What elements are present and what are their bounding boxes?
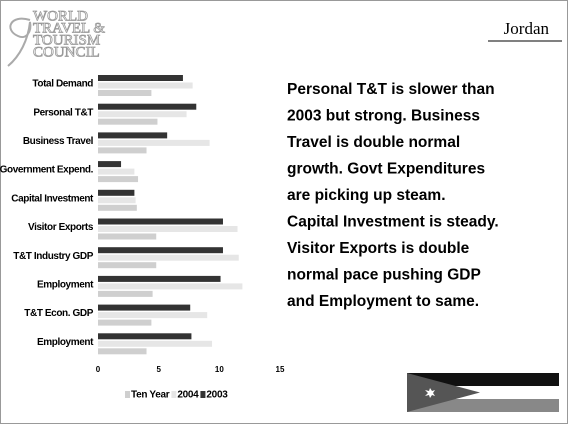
bar [98, 275, 221, 282]
body-line: and Employment to same. [287, 293, 479, 310]
bar [98, 319, 152, 326]
bar [98, 147, 147, 154]
bar [98, 312, 208, 319]
country-name: Jordan [504, 19, 550, 38]
bar [98, 139, 210, 146]
logo-line: WORLD [33, 8, 88, 24]
body-line: Travel is double normal [287, 134, 460, 151]
bar [98, 103, 197, 110]
bar [98, 111, 187, 118]
body-line: Visitor Exports is double [287, 240, 470, 257]
body-text: Personal T&T is slower than 2003 but stro… [287, 81, 499, 310]
bar [98, 168, 135, 175]
bar [98, 75, 183, 81]
bar [98, 333, 192, 340]
bar [98, 132, 168, 139]
bar [98, 304, 191, 311]
body-line: 2003 but strong. Business [287, 108, 480, 125]
body-line: normal pace pushing GDP [287, 267, 481, 284]
y-tick-label: Business Travel [23, 136, 94, 147]
y-tick-label: Visitor Exports [28, 222, 94, 233]
bar [98, 290, 153, 297]
bar [98, 82, 193, 89]
y-tick-label: Personal T&T [33, 107, 93, 118]
body-line: Personal T&T is slower than [287, 81, 495, 98]
bar [98, 262, 157, 269]
x-tick-label: 5 [156, 365, 161, 374]
y-tick-label: T&T Econ. GDP [24, 308, 93, 319]
legend-label: 2004 [177, 390, 199, 401]
y-tick-label: Total Demand [32, 79, 93, 90]
legend-swatch [125, 391, 130, 398]
bar [98, 161, 122, 168]
bar [98, 204, 137, 211]
bar [98, 90, 152, 96]
body-line: Capital Investment is steady. [287, 214, 499, 231]
bar [98, 340, 213, 347]
bar [98, 254, 239, 261]
x-tick-label: 15 [276, 365, 285, 374]
y-tick-label: Capital Investment [11, 193, 94, 204]
flag [407, 373, 559, 412]
y-tick-label: T&T Industry GDP [13, 251, 93, 262]
bar [98, 176, 139, 183]
y-tick-label: Employment [37, 337, 94, 348]
bar [98, 226, 238, 232]
bar [98, 218, 223, 225]
bar [98, 348, 147, 355]
logo-swoosh [7, 17, 32, 67]
logo-line: TOURISM [33, 32, 100, 48]
bar [98, 189, 135, 196]
body-line: are picking up steam. [287, 187, 446, 204]
legend-label: 2003 [206, 390, 228, 401]
bar [98, 197, 136, 204]
logo-line: TRAVEL & [33, 20, 105, 36]
bar [98, 283, 243, 290]
x-tick-label: 10 [215, 365, 224, 374]
legend-label: Ten Year [131, 390, 170, 401]
bar [98, 118, 158, 125]
y-tick-label: Government Expend. [0, 165, 94, 176]
bar [98, 233, 157, 240]
legend-swatch [200, 391, 206, 398]
body-line: growth. Govt Expenditures [287, 161, 485, 178]
bar [98, 247, 223, 254]
legend-swatch [171, 391, 177, 398]
x-tick-label: 0 [96, 365, 101, 374]
logo-line: COUNCIL [33, 44, 100, 60]
y-tick-label: Employment [37, 280, 94, 291]
